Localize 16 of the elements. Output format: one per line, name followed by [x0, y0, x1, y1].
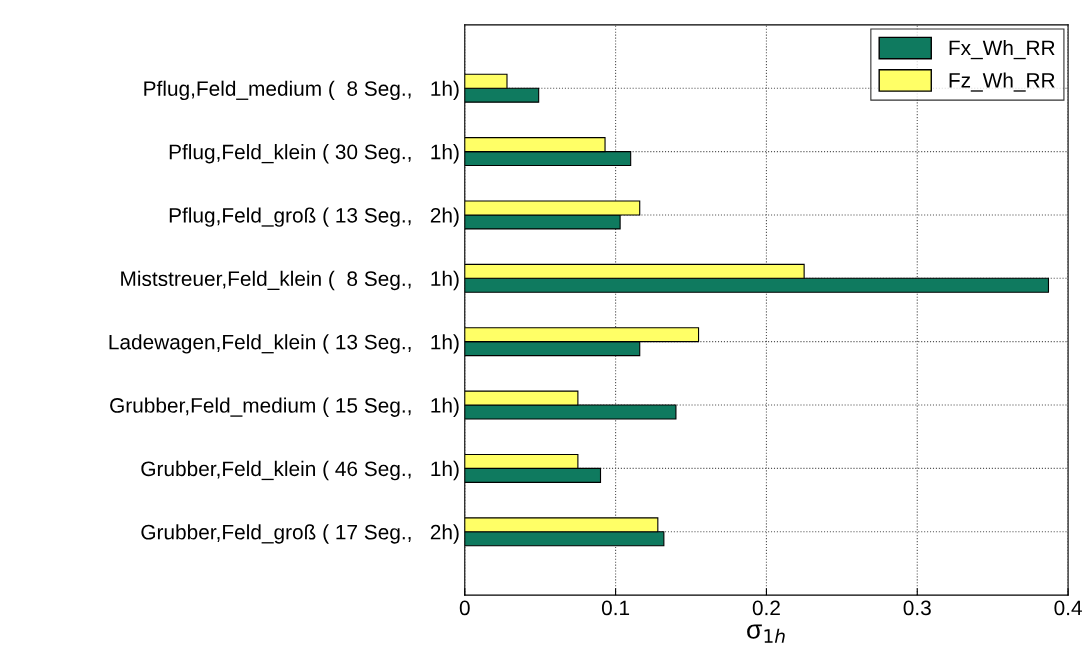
y-tick-label: Grubber,Feld_medium ( 15 Seg., 1h): [110, 397, 459, 417]
y-tick-label: Ladewagen,Feld_klein ( 13 Seg., 1h): [109, 334, 459, 354]
y-tick-label: Grubber,Feld_klein ( 46 Seg., 1h): [141, 460, 459, 481]
legend-label: Fx_Wh_RR: [949, 39, 1055, 60]
x-tick-label: 0.4: [1054, 600, 1082, 616]
x-tick-label: 0: [459, 600, 470, 616]
y-tick-label: Pflug,Feld_medium ( 8 Seg., 1h): [144, 80, 459, 101]
x-axis-title: σ$_{1h}$: [747, 624, 785, 643]
y-tick-label: Miststreuer,Feld_klein ( 8 Seg., 1h): [121, 270, 459, 291]
y-tick-label: Grubber,Feld_groß ( 17 Seg., 2h): [141, 524, 459, 544]
x-tick-label: 0.1: [601, 600, 630, 616]
legend-label: Fz_Wh_RR: [949, 72, 1055, 92]
y-tick-label: Pflug,Feld_klein ( 30 Seg., 1h): [169, 144, 459, 164]
x-tick-label: 0.2: [752, 600, 780, 616]
x-tick-label: 0.3: [903, 600, 931, 616]
y-tick-label: Pflug,Feld_groß ( 13 Seg., 2h): [169, 207, 459, 227]
